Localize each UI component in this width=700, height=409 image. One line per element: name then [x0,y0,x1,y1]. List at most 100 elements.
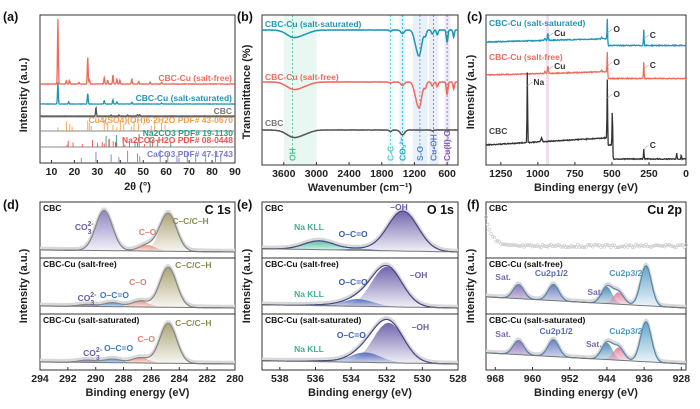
data-point [595,243,600,248]
band-highlight [399,15,406,165]
data-point [494,239,498,244]
raw-data-line [40,264,235,308]
data-point [604,242,608,247]
peak-annotation: O [613,57,620,67]
x-tick-label: 534 [342,373,360,385]
y-axis-label: Intensity (a.u.) [241,248,253,323]
reference-label: CaCO3 PDF# 47-1743 [147,149,233,159]
x-tick-label: 290 [87,373,105,385]
panel-label: (e) [237,198,252,212]
component-label: Cu2p1/2 [535,268,568,278]
xrd-series-line [39,105,235,117]
data-point [562,243,567,248]
fit-component [262,322,458,364]
data-point [665,243,670,248]
raw-data-line [262,316,458,364]
panel-label: (c) [467,10,482,24]
data-point [630,245,635,249]
data-point [654,243,658,247]
data-point [652,244,657,248]
xrd-series-line [40,82,235,105]
data-point [590,245,595,249]
data-point [585,243,590,247]
reference-label: Cu4(SO4)(OH)6·2H2O PDF# 43-0670 [88,115,233,125]
data-point [504,242,508,246]
annotation-leader [607,61,613,67]
data-point [655,243,660,247]
data-point [640,244,645,248]
background-line [39,305,236,309]
subplot-label: CBC-Cu (salt-saturated) [265,315,362,325]
subplot-label: CBC [43,203,61,213]
data-point [565,245,570,249]
data-point [572,244,577,249]
subplot-label: CBC-Cu (salt-free) [43,259,117,269]
data-point [549,242,553,247]
component-label: –OH [410,270,427,280]
component-label: –OH [390,202,407,212]
component-label: C–C/C–H [175,260,211,270]
data-point [500,242,505,246]
component-label: Sat. [495,272,511,282]
x-axis-label: Binding energy (eV) [534,182,638,194]
data-point [645,244,650,249]
subplot: CBC-Cu (salt-saturated)CO32- O–C=OC–OC–C/… [39,313,236,371]
data-point [669,244,673,248]
data-point [682,245,687,250]
data-point [617,245,622,249]
subplot-frame [261,313,459,371]
data-point [485,222,490,227]
y-axis-label: Intensity (a.u.) [465,248,477,323]
fit-component [40,301,235,308]
series-label: CBC-Cu (salt-saturated) [265,19,362,29]
ftir-series-line [261,128,459,139]
xps-survey-line [485,52,686,81]
x-tick-label: 538 [271,373,289,385]
x-tick-label: 530 [414,373,432,385]
x-tick-label: 952 [561,373,579,385]
data-point [612,243,617,247]
data-point [647,244,652,249]
x-tick-label: 90 [229,166,241,178]
y-axis-label: Transmittance (%) [241,44,253,139]
data-point [587,243,592,247]
data-point [502,242,507,247]
data-point [530,244,535,249]
annotation-leader [527,81,533,87]
data-point [484,215,488,219]
band-label: C-C [385,146,395,161]
panel-title: Cu 2p [647,203,682,217]
data-point [684,243,688,247]
data-point [627,243,632,248]
x-tick-label: 536 [307,373,325,385]
annotation-leader [547,65,554,71]
fit-component [262,211,458,252]
raw-data-line [40,207,235,252]
panel-c: (c) CBC-Cu (salt-saturated) CBC-Cu (salt-f… [465,10,689,194]
x-tick-label: 50 [137,166,149,178]
data-point [657,243,662,248]
data-point [492,235,497,240]
component-label: O–C=O [337,330,366,340]
x-tick-label: 282 [198,373,216,385]
subplot-label: CBC-Cu (salt-free) [489,259,563,269]
panel-a: (a) CBC-Cu (salt-free) CBC-Cu (salt-satura… [3,10,241,193]
data-point [670,244,675,248]
x-axis-label: Binding energy (eV) [86,387,190,399]
data-point [629,243,633,247]
data-point [597,243,602,247]
component-label: Cu2p1/2 [539,326,572,336]
fit-component [40,360,235,364]
band-highlight [387,15,394,165]
peak-annotation: O [613,89,620,99]
background-line [261,304,459,309]
data-point [539,245,543,250]
x-tick-label: 936 [635,373,653,385]
subplot: CBC-Cu (salt-free)CO32- O–C=OC–OC–C/C–H [39,257,236,315]
data-point [487,228,492,232]
x-axis-label: 2θ (°) [124,181,151,193]
superscript: 2- [96,347,103,354]
reference-label: Na2CO3 PDF# 19-1130 [143,128,234,138]
